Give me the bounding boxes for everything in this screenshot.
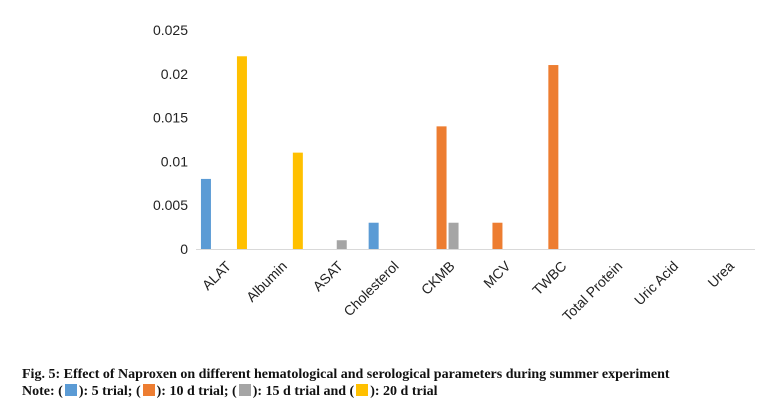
- bar: [200, 178, 211, 249]
- legend-swatch-5: [64, 384, 77, 396]
- note-5: ): 5 trial; (: [78, 384, 141, 399]
- y-tick-label: 0.02: [161, 66, 188, 82]
- x-tick-label: Albumin: [243, 258, 290, 305]
- bar: [492, 222, 503, 249]
- bar: [436, 126, 447, 249]
- bar: [368, 222, 379, 249]
- bar-chart: 0 0.005 0.01 0.015 0.02 0.025 ALAT Albumin ASAT…: [153, 22, 755, 324]
- bar: [236, 56, 247, 249]
- figure-caption: Fig. 5: Effect of Naproxen on different …: [22, 367, 670, 382]
- note-20: ): 20 d trial: [370, 384, 438, 399]
- x-tick-label: MCV: [480, 257, 514, 291]
- x-tick-label: ALAT: [199, 257, 235, 293]
- x-tick-label: TWBC: [529, 258, 569, 298]
- y-tick-label: 0: [180, 241, 188, 257]
- y-tick-label: 0.005: [153, 197, 188, 213]
- x-tick-label: Uric Acid: [631, 258, 681, 308]
- legend-swatch-15: [238, 384, 251, 396]
- note-15: ): 15 d trial and (: [252, 384, 355, 399]
- legend-swatch-20: [356, 384, 369, 396]
- x-tick-label: CKMB: [418, 258, 458, 298]
- x-tick-label: Urea: [704, 258, 737, 291]
- x-tick-label: Cholesterol: [340, 258, 401, 319]
- y-axis: 0 0.005 0.01 0.015 0.02 0.025: [153, 22, 188, 257]
- legend-note: Note: ( ): 5 trial; ( ): 10 d trial; ( ): 1…: [22, 384, 437, 400]
- y-tick-label: 0.025: [153, 22, 188, 38]
- note-10: ): 10 d trial; (: [156, 384, 237, 399]
- y-tick-label: 0.01: [161, 153, 188, 169]
- legend-swatch-10: [142, 384, 155, 396]
- y-tick-label: 0.015: [153, 110, 188, 126]
- x-tick-label: ASAT: [309, 257, 346, 294]
- bar: [336, 240, 347, 249]
- bar: [448, 222, 459, 249]
- note-prefix: Note: (: [22, 384, 63, 399]
- bar: [548, 65, 559, 249]
- bars: [200, 56, 559, 249]
- x-tick-label: Total Protein: [559, 258, 625, 324]
- bar: [292, 152, 303, 249]
